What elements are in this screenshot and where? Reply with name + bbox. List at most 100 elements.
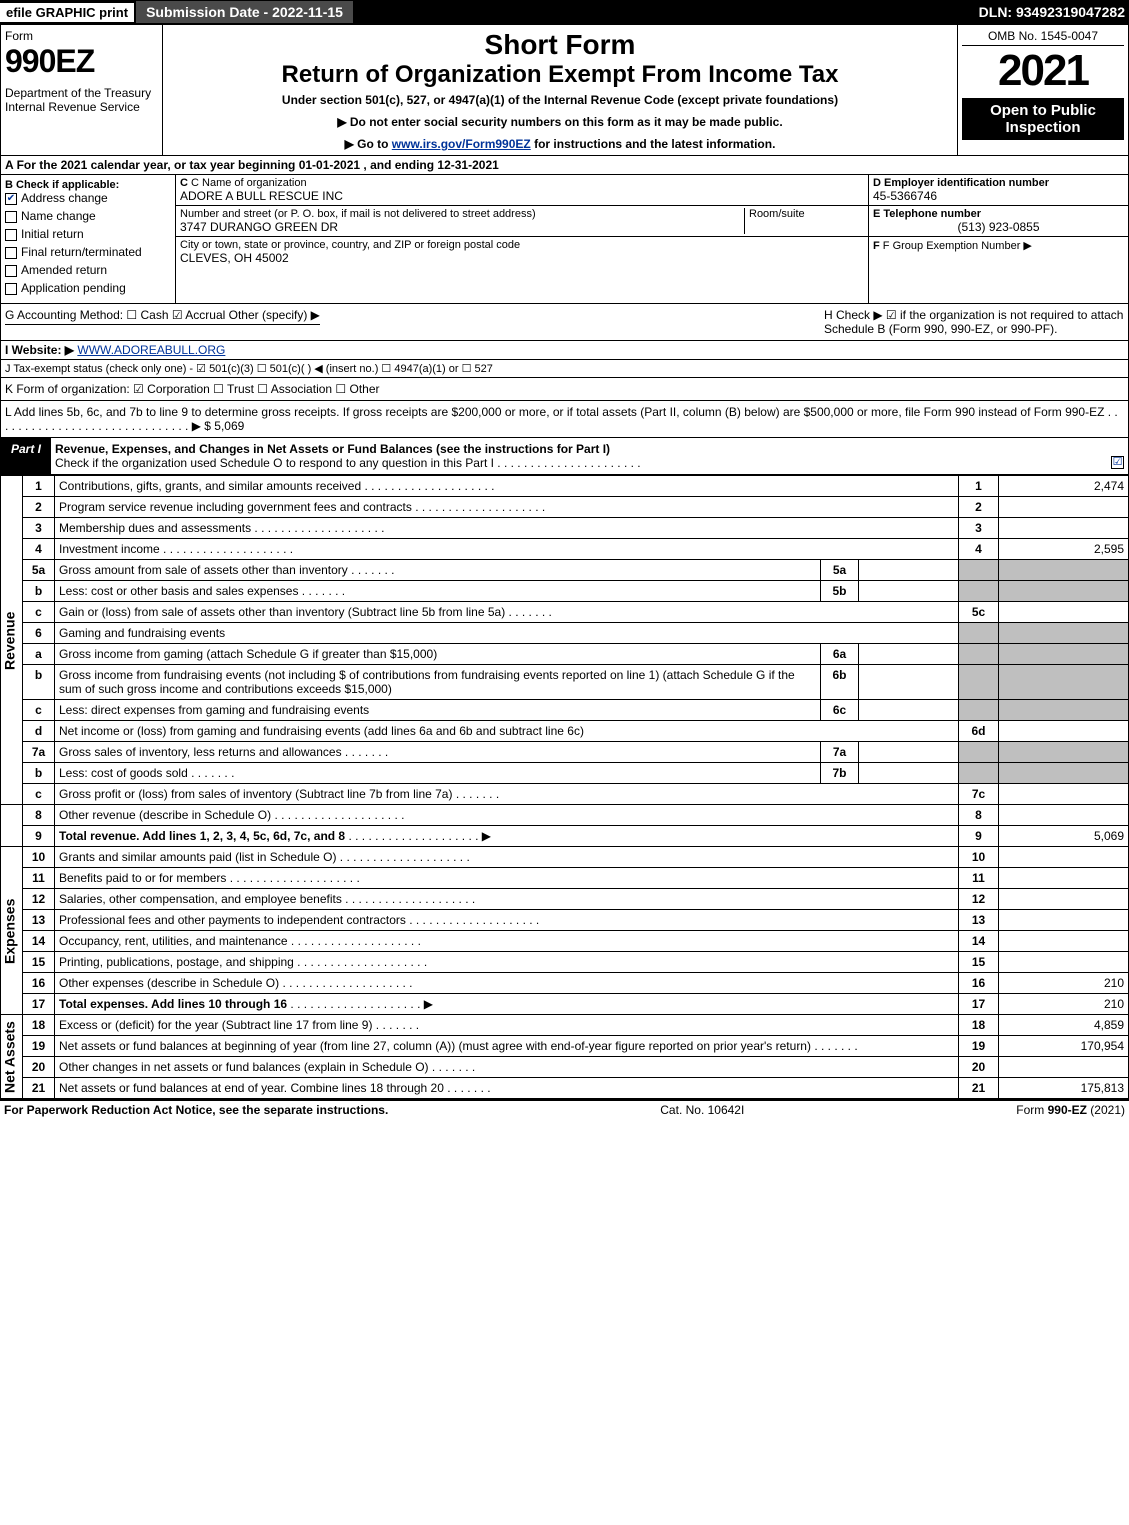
line-6b-greyval [999, 665, 1129, 700]
street-label: Number and street (or P. O. box, if mail… [180, 208, 744, 220]
line-6a-grey [959, 644, 999, 665]
checkbox-address-change[interactable]: ✔ [5, 193, 17, 205]
line-5b-sub: 5b [821, 581, 859, 602]
line-5a-desc: Gross amount from sale of assets other t… [59, 563, 348, 577]
line-19-rnum: 19 [959, 1036, 999, 1057]
line-10-rnum: 10 [959, 847, 999, 868]
line-17-rnum: 17 [959, 994, 999, 1015]
form-number-block: Form 990EZ Department of the Treasury In… [1, 25, 163, 155]
line-9-num: 9 [23, 826, 55, 847]
line-7c-desc: Gross profit or (loss) from sales of inv… [59, 787, 452, 801]
line-5a-sub: 5a [821, 560, 859, 581]
line-6-num: 6 [23, 623, 55, 644]
line-9-rnum: 9 [959, 826, 999, 847]
line-7c-rnum: 7c [959, 784, 999, 805]
line-21-desc: Net assets or fund balances at end of ye… [59, 1081, 444, 1095]
revenue-side-cont [1, 805, 23, 847]
line-7a-grey [959, 742, 999, 763]
line-7b-subval [859, 763, 959, 784]
line-1-rnum: 1 [959, 476, 999, 497]
line-6a-subval [859, 644, 959, 665]
footer-center: Cat. No. 10642I [388, 1103, 1016, 1117]
line-6b-subval [859, 665, 959, 700]
line-6b-num: b [23, 665, 55, 700]
line-9-desc: Total revenue. Add lines 1, 2, 3, 4, 5c,… [59, 829, 345, 843]
line-12-desc: Salaries, other compensation, and employ… [59, 892, 342, 906]
expenses-side-label: Expenses [1, 847, 23, 1015]
line-13-val [999, 910, 1129, 931]
city-label: City or town, state or province, country… [180, 239, 520, 251]
line-13-rnum: 13 [959, 910, 999, 931]
line-7a-num: 7a [23, 742, 55, 763]
row-j-tax-exempt: J Tax-exempt status (check only one) - ☑… [0, 360, 1129, 378]
line-4-num: 4 [23, 539, 55, 560]
line-19-val: 170,954 [999, 1036, 1129, 1057]
line-7a-desc: Gross sales of inventory, less returns a… [59, 745, 342, 759]
line-1-num: 1 [23, 476, 55, 497]
line-8-num: 8 [23, 805, 55, 826]
checkbox-final-return[interactable] [5, 247, 17, 259]
irs-link[interactable]: www.irs.gov/Form990EZ [392, 137, 531, 151]
line-19-num: 19 [23, 1036, 55, 1057]
line-15-num: 15 [23, 952, 55, 973]
line-6c-grey [959, 700, 999, 721]
website-label: I Website: ▶ [5, 343, 74, 357]
checkbox-amended-return[interactable] [5, 265, 17, 277]
line-20-val [999, 1057, 1129, 1078]
part-1-checkbox[interactable]: ☑ [1111, 456, 1124, 469]
line-5c-rnum: 5c [959, 602, 999, 623]
line-1-val: 2,474 [999, 476, 1129, 497]
form-subtitle: Under section 501(c), 527, or 4947(a)(1)… [167, 93, 953, 107]
line-14-rnum: 14 [959, 931, 999, 952]
line-6d-desc: Net income or (loss) from gaming and fun… [59, 724, 584, 738]
top-bar: efile GRAPHIC print Submission Date - 20… [0, 0, 1129, 24]
part-1-table: Revenue 1 Contributions, gifts, grants, … [0, 475, 1129, 1099]
line-6a-greyval [999, 644, 1129, 665]
checkbox-initial-return[interactable] [5, 229, 17, 241]
checkbox-name-change[interactable] [5, 211, 17, 223]
dept-label: Department of the Treasury Internal Reve… [5, 86, 158, 114]
line-5a-num: 5a [23, 560, 55, 581]
chk-label-0: Address change [21, 191, 108, 205]
line-6b-sub: 6b [821, 665, 859, 700]
line-4-desc: Investment income [59, 542, 160, 556]
row-a: A For the 2021 calendar year, or tax yea… [0, 156, 1129, 175]
line-7b-grey [959, 763, 999, 784]
line-7b-desc: Less: cost of goods sold [59, 766, 188, 780]
line-2-num: 2 [23, 497, 55, 518]
line-6c-sub: 6c [821, 700, 859, 721]
instr2-pre: ▶ Go to [345, 137, 392, 151]
revenue-side-label: Revenue [1, 476, 23, 805]
accounting-method: G Accounting Method: ☐ Cash ☑ Accrual Ot… [5, 308, 320, 325]
omb-number: OMB No. 1545-0047 [962, 29, 1124, 46]
line-12-rnum: 12 [959, 889, 999, 910]
line-4-val: 2,595 [999, 539, 1129, 560]
website-link[interactable]: WWW.ADOREABULL.ORG [77, 343, 225, 357]
line-6d-val [999, 721, 1129, 742]
line-13-num: 13 [23, 910, 55, 931]
col-c-org-info: C C Name of organization ADORE A BULL RE… [176, 175, 868, 303]
schedule-b-check: H Check ▶ ☑ if the organization is not r… [824, 308, 1124, 336]
line-5a-subval [859, 560, 959, 581]
line-6c-desc: Less: direct expenses from gaming and fu… [59, 703, 369, 717]
form-label: Form [5, 29, 158, 43]
line-21-rnum: 21 [959, 1078, 999, 1099]
line-18-num: 18 [23, 1015, 55, 1036]
line-15-desc: Printing, publications, postage, and shi… [59, 955, 294, 969]
room-suite-label: Room/suite [744, 208, 864, 234]
line-2-val [999, 497, 1129, 518]
line-6c-num: c [23, 700, 55, 721]
line-5b-desc: Less: cost or other basis and sales expe… [59, 584, 298, 598]
line-5b-subval [859, 581, 959, 602]
line-16-val: 210 [999, 973, 1129, 994]
line-13-desc: Professional fees and other payments to … [59, 913, 406, 927]
open-public-badge: Open to Public Inspection [962, 98, 1124, 140]
line-15-rnum: 15 [959, 952, 999, 973]
line-7a-greyval [999, 742, 1129, 763]
line-3-rnum: 3 [959, 518, 999, 539]
efile-label[interactable]: efile GRAPHIC print [0, 3, 134, 22]
checkbox-application-pending[interactable] [5, 283, 17, 295]
line-7c-num: c [23, 784, 55, 805]
line-5c-num: c [23, 602, 55, 623]
line-5b-grey [959, 581, 999, 602]
